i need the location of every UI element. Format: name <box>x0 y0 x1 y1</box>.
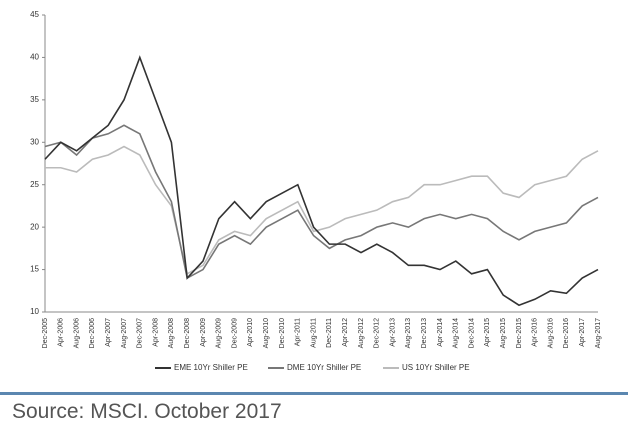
x-tick-label: Aug-2011 <box>310 318 317 348</box>
x-tick-label: Aug-2006 <box>73 318 80 348</box>
x-tick-label: Apr-2008 <box>152 318 159 347</box>
x-tick-label: Apr-2006 <box>58 318 65 347</box>
x-tick-label: Dec-2007 <box>137 318 144 348</box>
chart: 10 15 20 25 30 35 40 45 Dec-2005 Apr-2006 Aug-2006… <box>30 10 602 372</box>
x-tick-label: Apr-2010 <box>247 318 254 347</box>
x-tick-label: Dec-2014 <box>468 318 475 348</box>
series-line <box>44 55 599 307</box>
source: Source: MSCI. October 2017 <box>12 400 282 423</box>
x-tick-label: Apr-2015 <box>484 318 491 347</box>
x-tick-label: Apr-2017 <box>579 318 586 347</box>
x-tick-label: Aug-2016 <box>547 318 554 348</box>
legend-label: EME 10Yr Shiller PE <box>174 363 248 372</box>
x-tick-label: Apr-2011 <box>295 318 302 346</box>
x-tick-label: Dec-2006 <box>89 318 96 348</box>
x-tick-label: Aug-2009 <box>216 318 223 348</box>
x-tick-label: Dec-2008 <box>184 318 191 348</box>
divider <box>0 392 628 395</box>
x-tick-label: Apr-2007 <box>105 318 112 347</box>
x-tick-label: Apr-2012 <box>342 318 349 347</box>
x-tick-label: Aug-2010 <box>263 318 270 348</box>
y-tick-label: 25 <box>30 180 39 189</box>
x-tick-label: Aug-2013 <box>405 318 412 348</box>
y-tick-label: 15 <box>30 265 39 274</box>
x-tick-label: Apr-2009 <box>200 318 207 347</box>
x-tick-label: Dec-2010 <box>279 318 286 348</box>
legend-label: DME 10Yr Shiller PE <box>287 363 361 372</box>
x-tick-label: Dec-2015 <box>516 318 523 348</box>
x-tick-label: Aug-2017 <box>595 318 602 348</box>
x-tick-label: Apr-2013 <box>389 318 396 347</box>
y-tick-label: 40 <box>30 53 39 62</box>
x-tick-label: Dec-2005 <box>42 318 49 348</box>
series-line <box>44 124 599 280</box>
x-tick-label: Aug-2014 <box>453 318 460 348</box>
x-tick-label: Dec-2016 <box>563 318 570 348</box>
x-tick-label: Aug-2012 <box>358 318 365 348</box>
x-tick-label: Apr-2014 <box>437 318 444 347</box>
y-tick-label: 35 <box>30 95 39 104</box>
legend-label: US 10Yr Shiller PE <box>402 363 470 372</box>
y-tick-label: 10 <box>30 307 39 316</box>
x-tick-label: Apr-2016 <box>532 318 539 347</box>
x-tick-label: Dec-2012 <box>374 318 381 348</box>
x-tick-label: Aug-2015 <box>500 318 507 348</box>
series-line <box>45 145 599 276</box>
x-tick-label: Aug-2008 <box>168 318 175 348</box>
y-tick-label: 20 <box>30 222 39 231</box>
y-tick-label: 30 <box>30 137 39 146</box>
x-tick-label: Dec-2009 <box>231 318 238 348</box>
x-tick-label: Aug-2007 <box>121 318 128 348</box>
y-tick-label: 45 <box>30 10 39 19</box>
x-tick-label: Dec-2013 <box>421 318 428 348</box>
x-tick-label: Dec-2011 <box>326 318 333 348</box>
